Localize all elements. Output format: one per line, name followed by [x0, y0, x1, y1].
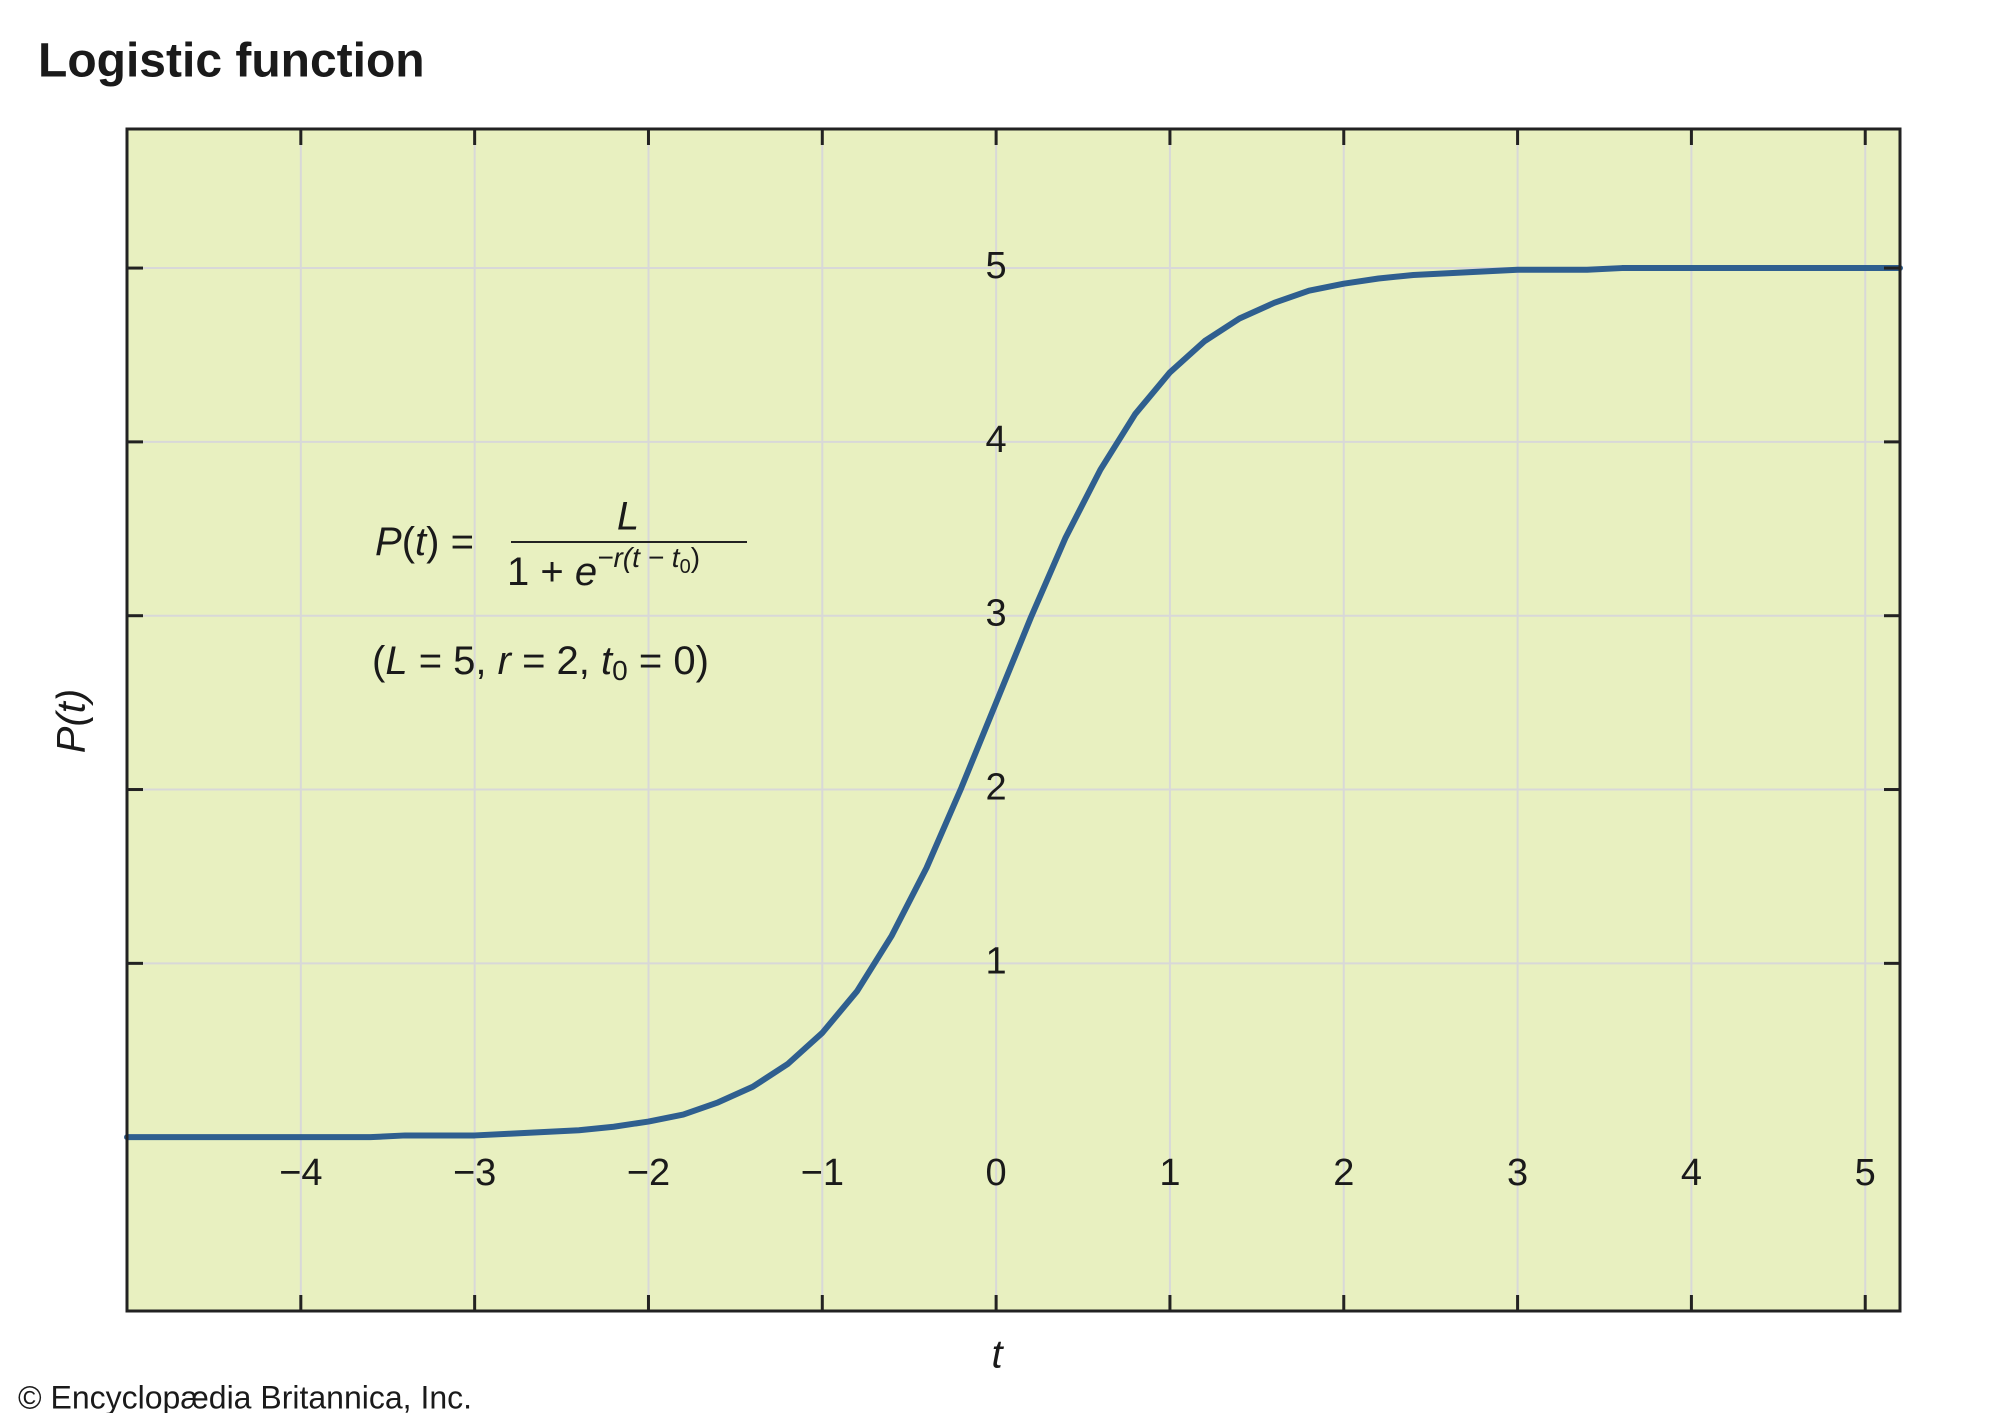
- x-tick-label: 5: [1855, 1152, 1876, 1194]
- x-tick-label: 2: [1333, 1152, 1354, 1194]
- x-tick-label: −1: [801, 1152, 844, 1194]
- x-tick-label: 4: [1681, 1152, 1702, 1194]
- formula-part: ): [691, 542, 700, 573]
- param-part: r: [498, 639, 513, 683]
- formula-denominator: 1 + e−r(t − t0): [507, 542, 700, 593]
- ticks: −4 −3 −2 −1 0 1 2 3 4 5 1 2 3 4 5: [127, 129, 1900, 1311]
- formula-part: t: [415, 520, 428, 564]
- y-tick-label: 1: [986, 940, 1007, 982]
- x-tick-label: −3: [453, 1152, 496, 1194]
- formula-lhs: P(t) =: [375, 520, 474, 564]
- formula-part: 1 +: [507, 550, 575, 594]
- formula-part: e: [575, 550, 597, 594]
- x-tick-label: −2: [627, 1152, 670, 1194]
- x-tick-label: 0: [986, 1152, 1007, 1194]
- y-tick-label: 3: [986, 593, 1007, 635]
- param-part: = 2,: [511, 639, 601, 683]
- y-axis-label: P(t): [50, 689, 94, 753]
- y-tick-label: 4: [986, 419, 1007, 461]
- param-part: t: [601, 639, 614, 683]
- x-axis-label: t: [991, 1333, 1004, 1377]
- chart-title: Logistic function: [38, 35, 425, 88]
- data: [124, 265, 1903, 1141]
- formula-part: ) =: [426, 520, 474, 564]
- formula-part: (: [402, 520, 416, 564]
- x-tick-label: 1: [1159, 1152, 1180, 1194]
- plot-area: [127, 129, 1900, 1311]
- formula-part: −r(t − t: [597, 542, 681, 573]
- param-part: = 5,: [408, 639, 498, 683]
- formula-part: P: [375, 520, 402, 564]
- y-tick-label: 5: [986, 245, 1007, 287]
- x-tick-label: −4: [279, 1152, 322, 1194]
- plot-frame: [125, 127, 1902, 1313]
- footer: © Encyclopædia Britannica, Inc.: [18, 1379, 472, 1413]
- param-part: (: [372, 639, 386, 683]
- formula-numerator: L: [617, 495, 639, 539]
- param-part: = 0): [628, 639, 709, 683]
- formula-part: 0: [680, 556, 691, 578]
- y-tick-label: 2: [986, 767, 1007, 809]
- param-part: 0: [612, 655, 628, 686]
- grid: [127, 129, 1900, 1311]
- x-tick-label: 3: [1507, 1152, 1528, 1194]
- logistic-curve: [124, 265, 1903, 1141]
- formula-parameters: (L = 5, r = 2, t0 = 0): [372, 639, 709, 687]
- param-part: L: [385, 639, 407, 683]
